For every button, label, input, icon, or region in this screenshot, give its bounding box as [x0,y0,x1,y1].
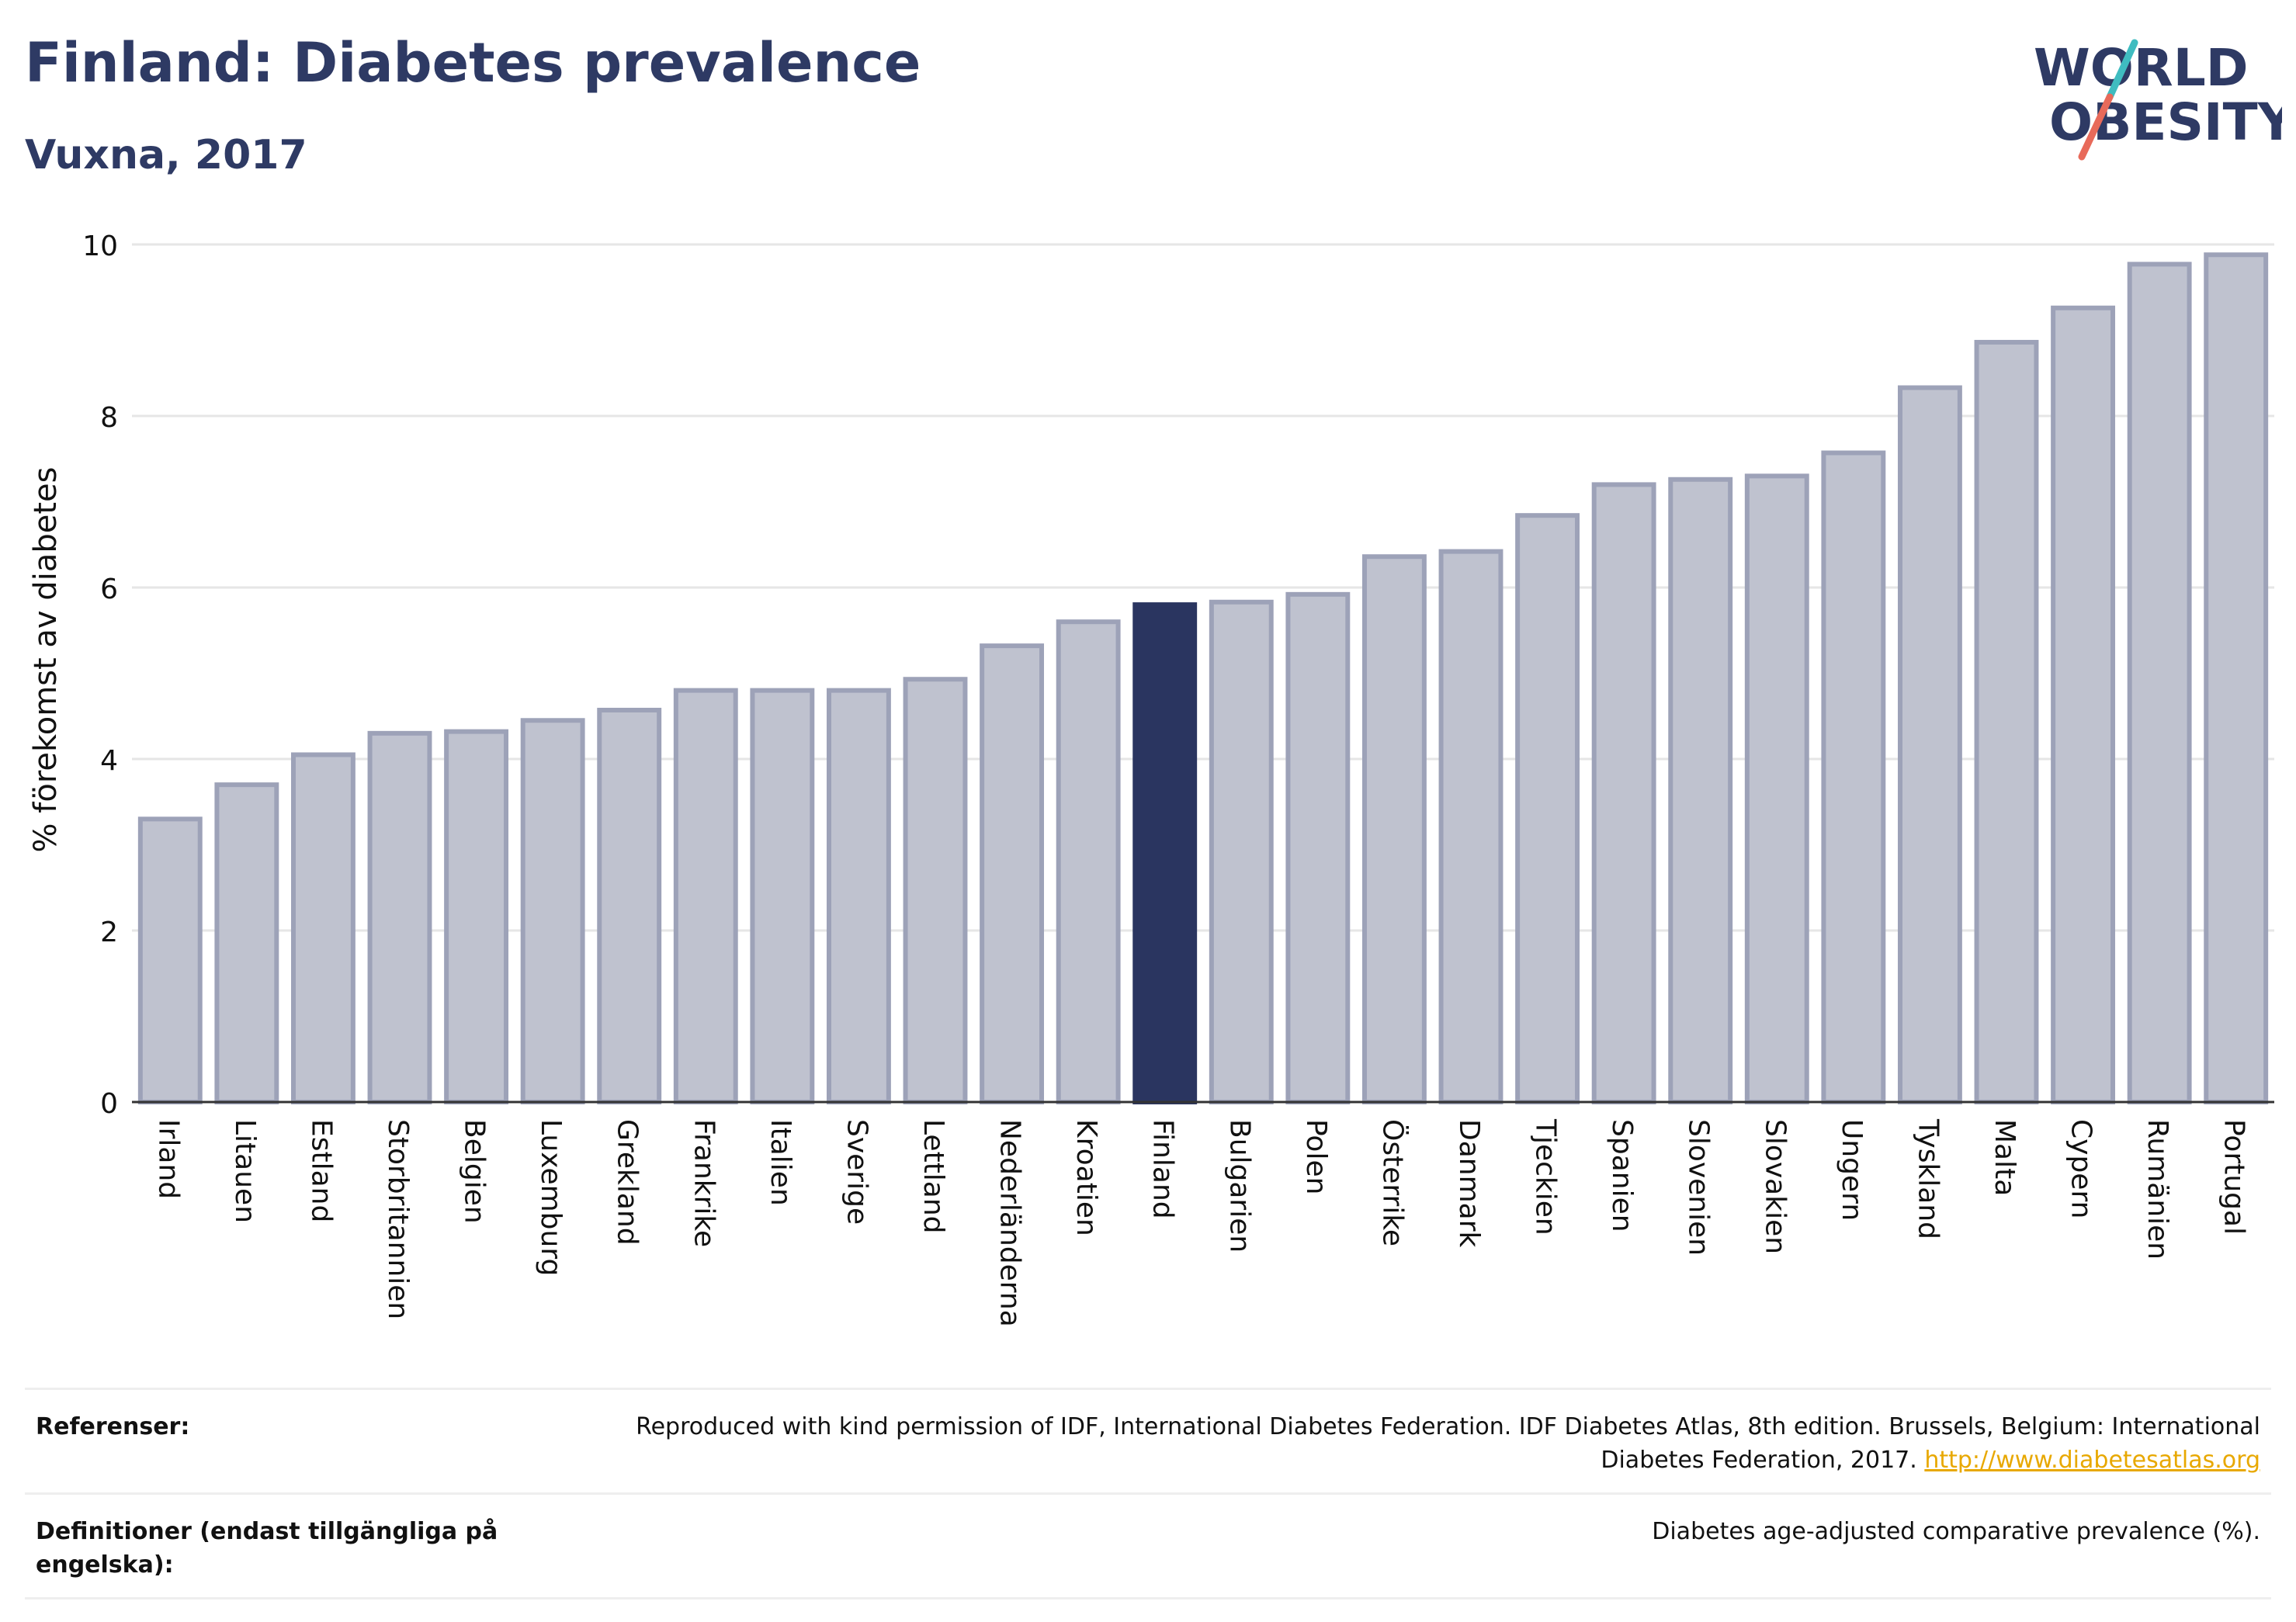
x-tick-label: Estland [305,1119,337,1222]
x-tick-label: Finland [1147,1119,1179,1219]
x-tick-label: Cypern [2065,1119,2097,1218]
bar-storbritannien [367,730,432,1104]
x-tick-label: Litauen [229,1119,261,1223]
bars [137,252,2269,1105]
x-tick-label: Sverige [841,1119,872,1225]
x-tick-label: Ungern [1836,1119,1868,1221]
logo-line1: WORLD [2034,38,2249,98]
logo-line2: OBESITY [2049,92,2282,152]
bar-italien [750,688,815,1104]
footer-table: Referenser: Reproduced with kind permiss… [25,1388,2271,1599]
x-tick-label: Italien [765,1119,796,1206]
x-tick-label: Tyskland [1912,1118,1944,1239]
logo-slash-top [2106,39,2138,101]
x-tick-label: Lettland [917,1119,949,1234]
bar-spanien [1591,482,1656,1104]
bar-malta [1974,339,2039,1105]
x-tick-label: Danmark [1453,1119,1485,1248]
bar-tyskland [1897,385,1962,1105]
definitions-value: Diabetes age-adjusted comparative preval… [1652,1518,2260,1545]
bar-estland [290,752,355,1104]
bar-polen [1285,591,1351,1104]
y-tick-label: 8 [100,402,118,434]
bar-danmark [1438,549,1503,1104]
bar-sverige [826,688,891,1104]
bar-belgien [444,729,509,1104]
x-tick-label: Tjeckien [1530,1118,1562,1236]
bar-kroatien [1056,619,1121,1104]
x-tick-label: Belgien [459,1119,491,1224]
world-obesity-logo: WORLD OBESITY [2034,38,2282,161]
y-tick-label: 4 [100,745,118,777]
references-text: Reproduced with kind permission of IDF, … [636,1413,2260,1474]
y-axis-label: % förekomst av diabetes [28,467,64,853]
bar-cypern [2051,305,2116,1104]
bar-litauen [214,782,279,1105]
x-tick-label: Österrike [1376,1119,1409,1246]
x-tick-label: Polen [1300,1119,1332,1194]
bar-chart: 0 2 4 6 8 10 Irland Litauen Estland Storbritanni… [28,230,2274,1327]
y-tick-label: 6 [100,574,118,605]
bar-österrike [1361,554,1427,1105]
x-tick-label: Portugal [2218,1119,2250,1235]
x-tick-label: Rumänien [2142,1119,2173,1260]
x-tick-label: Irland [152,1119,184,1199]
bar-slovenien [1668,477,1733,1104]
y-axis-ticks: 0 2 4 6 8 10 [82,230,118,1120]
bar-grekland [597,708,662,1104]
bar-bulgarien [1209,599,1274,1104]
x-tick-label: Nederländerna [994,1119,1026,1327]
bar-finland [1132,602,1198,1104]
logo-slash-bottom [2078,93,2114,161]
page-title: Finland: Diabetes prevalence [25,31,921,95]
page-subtitle: Vuxna, 2017 [25,132,307,178]
x-tick-label: Frankrike [688,1119,720,1247]
x-tick-label: Malta [1989,1119,2020,1196]
bar-ungern [1821,450,1886,1104]
x-tick-label: Slovenien [1683,1119,1715,1256]
x-tick-label: Spanien [1606,1119,1638,1232]
y-tick-label: 2 [100,917,118,948]
x-tick-label: Grekland [612,1119,643,1246]
bar-lettland [903,677,968,1104]
bar-tjeckien [1515,513,1580,1104]
bar-slovakien [1744,473,1809,1105]
x-tick-label: Bulgarien [1223,1119,1255,1253]
x-tick-label: Kroatien [1070,1119,1102,1236]
references-label: Referenser: [36,1413,190,1440]
bar-rumänien [2127,262,2192,1104]
x-tick-label: Storbritannien [382,1119,414,1319]
x-tick-label: Slovakien [1759,1119,1791,1254]
references-row: Referenser: Reproduced with kind permiss… [25,1388,2271,1492]
definitions-row: Definitioner (endast tillgängliga på eng… [25,1492,2271,1599]
bar-luxemburg [520,718,585,1105]
x-axis-labels: Irland Litauen Estland Storbritannien Belgie… [152,1118,2249,1327]
definitions-label: Definitioner (endast tillgängliga på eng… [36,1518,498,1579]
bar-nederländerna [980,643,1045,1104]
references-link[interactable]: http://www.diabetesatlas.org [1924,1447,2260,1474]
references-value: Reproduced with kind permission of IDF, … [553,1410,2260,1477]
bar-irland [137,816,203,1104]
bar-portugal [2204,252,2269,1104]
bar-frankrike [673,688,738,1104]
y-tick-label: 0 [100,1088,118,1120]
y-tick-label: 10 [82,230,118,262]
x-tick-label: Luxemburg [535,1119,567,1276]
